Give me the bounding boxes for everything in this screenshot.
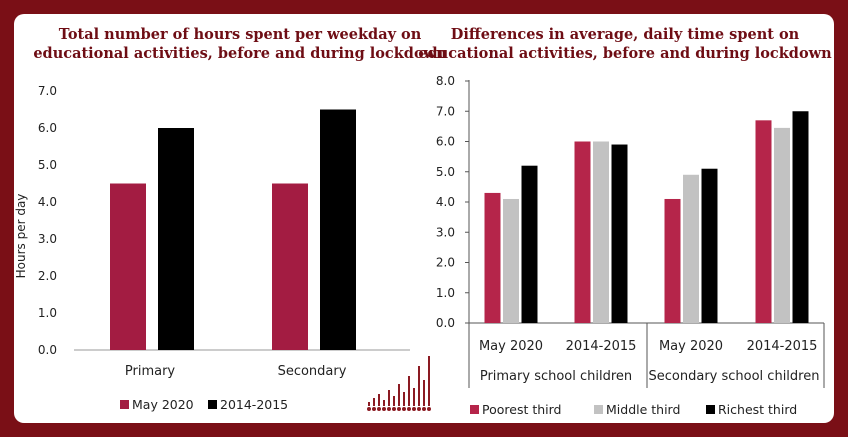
left-y-tick-label: 1.0 bbox=[38, 306, 57, 320]
right-y-tick-label: 1.0 bbox=[436, 286, 455, 300]
right-bar bbox=[774, 127, 790, 323]
right-chart-title-line2: educational activities, before and durin… bbox=[418, 45, 832, 62]
right-bar bbox=[683, 174, 699, 323]
legend-poorest-label: Poorest third bbox=[482, 402, 561, 417]
chart-frame: Total number of hours spent per weekday … bbox=[14, 14, 834, 423]
bar-pattern-logo bbox=[367, 356, 431, 411]
right-y-tick-label: 2.0 bbox=[436, 256, 455, 270]
legend-2014-swatch bbox=[208, 400, 217, 409]
right-bar bbox=[574, 141, 591, 323]
left-y-tick-label: 6.0 bbox=[38, 121, 57, 135]
left-y-tick-label: 4.0 bbox=[38, 195, 57, 209]
right-chart-title-line1: Differences in average, daily time spent… bbox=[451, 26, 800, 43]
logo-dot bbox=[407, 407, 411, 411]
logo-dot bbox=[402, 407, 406, 411]
right-category-label: May 2020 bbox=[479, 339, 543, 354]
legend-richest-swatch bbox=[706, 405, 715, 414]
left-chart-title-line2: educational activities, before and durin… bbox=[33, 45, 447, 62]
legend-poorest-swatch bbox=[470, 405, 479, 414]
legend-may2020-label: May 2020 bbox=[132, 397, 194, 412]
right-category-label: May 2020 bbox=[659, 339, 723, 354]
right-category-label: 2014-2015 bbox=[566, 339, 637, 354]
left-y-tick-label: 3.0 bbox=[38, 232, 57, 246]
right-y-tick-label: 7.0 bbox=[436, 104, 455, 118]
logo-dot bbox=[387, 407, 391, 411]
right-bar bbox=[593, 141, 609, 323]
right-bar bbox=[792, 111, 809, 323]
logo-dot bbox=[427, 407, 431, 411]
legend-middle-swatch bbox=[594, 405, 603, 414]
right-y-tick-label: 4.0 bbox=[436, 195, 455, 209]
right-bar bbox=[664, 198, 681, 323]
right-bar bbox=[484, 192, 501, 323]
right-y-tick-label: 6.0 bbox=[436, 135, 455, 149]
right-bar bbox=[755, 120, 772, 323]
logo-dot bbox=[412, 407, 416, 411]
left-bar bbox=[272, 183, 308, 350]
group-label-secondary: Secondary school children bbox=[649, 369, 820, 384]
logo-dot bbox=[382, 407, 386, 411]
left-y-tick-label: 7.0 bbox=[38, 84, 57, 98]
right-y-tick-label: 5.0 bbox=[436, 165, 455, 179]
right-y-tick-label: 0.0 bbox=[436, 316, 455, 330]
right-category-label: 2014-2015 bbox=[747, 339, 818, 354]
right-y-tick-label: 8.0 bbox=[436, 74, 455, 88]
right-y-tick-label: 3.0 bbox=[436, 225, 455, 239]
left-y-tick-label: 5.0 bbox=[38, 158, 57, 172]
charts-canvas: Total number of hours spent per weekday … bbox=[14, 26, 832, 417]
right-bar bbox=[701, 168, 718, 323]
logo-dot bbox=[392, 407, 396, 411]
legend-may2020-swatch bbox=[120, 400, 129, 409]
legend-richest-label: Richest third bbox=[718, 402, 797, 417]
left-y-tick-label: 0.0 bbox=[38, 343, 57, 357]
left-category-label: Primary bbox=[125, 364, 176, 379]
logo-dot bbox=[377, 407, 381, 411]
left-bar bbox=[110, 183, 146, 350]
left-chart-title-line1: Total number of hours spent per weekday … bbox=[59, 26, 422, 43]
logo-dot bbox=[372, 407, 376, 411]
logo-dot bbox=[367, 407, 371, 411]
logo-dot bbox=[397, 407, 401, 411]
logo-dot bbox=[417, 407, 421, 411]
group-label-primary: Primary school children bbox=[480, 369, 632, 384]
legend-middle-label: Middle third bbox=[606, 402, 680, 417]
legend-2014-label: 2014-2015 bbox=[220, 397, 288, 412]
left-bar bbox=[158, 128, 194, 350]
right-bar bbox=[611, 144, 628, 323]
left-category-label: Secondary bbox=[278, 364, 347, 379]
left-bar bbox=[320, 109, 356, 350]
left-y-axis-label: Hours per day bbox=[14, 194, 28, 279]
right-bar bbox=[521, 165, 538, 323]
logo-dot bbox=[422, 407, 426, 411]
left-y-tick-label: 2.0 bbox=[38, 269, 57, 283]
right-bar bbox=[503, 198, 519, 323]
